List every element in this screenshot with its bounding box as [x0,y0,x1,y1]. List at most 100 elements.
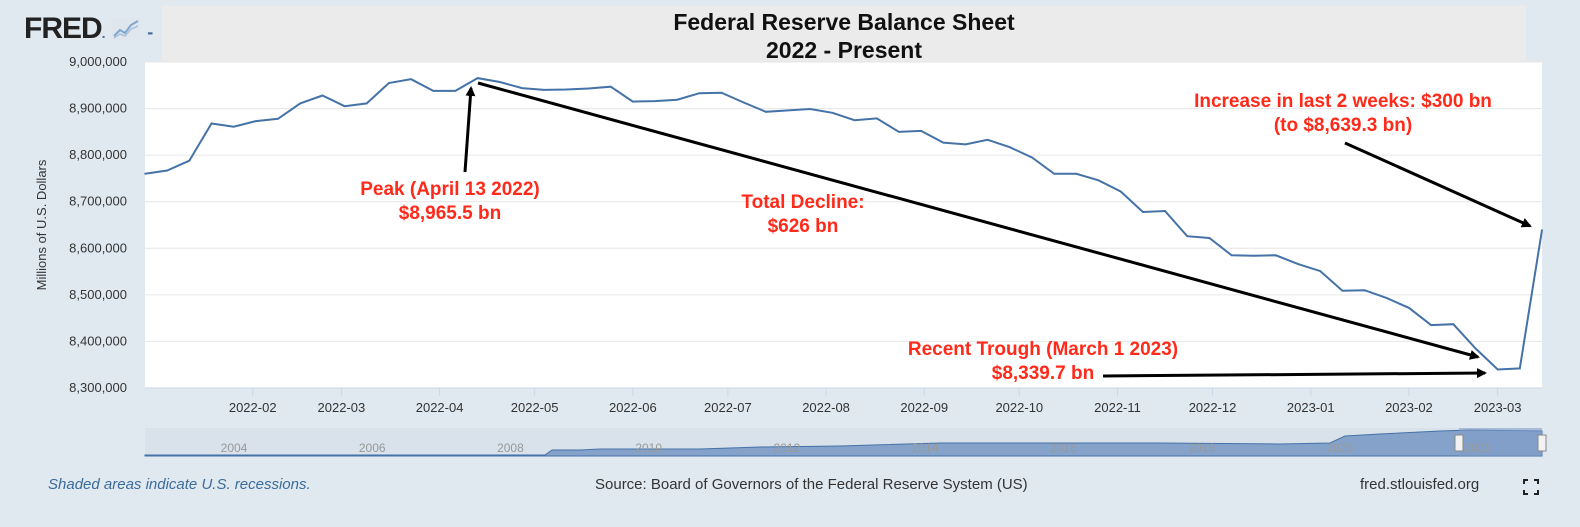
data-point [255,120,257,122]
fred-logo[interactable]: FRED. - [24,12,153,45]
peak-annotation-line1: Peak (April 13 2022) [360,179,540,200]
x-tick-label: 2022-12 [1189,400,1237,415]
increase-annotation: Increase in last 2 weeks: $300 bn (to $8… [1178,90,1508,138]
data-point [476,77,479,79]
x-tick-label: 2022-07 [704,400,752,415]
y-tick-label: 8,800,000 [69,147,127,162]
data-point [1252,254,1255,257]
data-point [1452,323,1455,325]
source-note: Source: Board of Governors of the Federa… [595,476,1028,493]
data-point [1097,179,1100,182]
trough-annotation: Recent Trough (March 1 2023) $8,339.7 bn [893,338,1193,386]
chart-title: Federal Reserve Balance Sheet [673,9,1015,35]
data-point [1496,368,1499,371]
navigator-right-handle[interactable] [1537,434,1547,452]
data-point [1319,270,1322,272]
data-point [1297,263,1299,265]
data-point [1053,172,1055,175]
x-axis: 2022-02 2022-03 2022-04 2022-05 2022-06 2022-… [145,387,1542,415]
data-point [1430,324,1432,326]
range-navigator[interactable]: 2004 2006 2008 2010 2012 2014 2016 2018 2020 2022 [144,428,1547,457]
data-point [809,108,812,110]
peak-arrow [463,86,476,173]
x-tick-label: 2022-02 [229,400,277,415]
data-point [166,169,168,172]
data-point [632,100,634,103]
navigator-year-label: 2022 [1465,441,1492,455]
fred-logo-text: FRED [24,12,103,45]
data-point [299,102,302,105]
peak-annotation-line2: $8,965.5 bn [398,203,502,224]
trough-annotation-line2: $8,339.7 bn [991,363,1095,384]
increase-annotation-line1: Increase in last 2 weeks: $300 bn [1194,91,1492,112]
data-point [1363,289,1366,292]
x-tick-label: 2023-01 [1287,400,1335,415]
data-point [831,111,834,114]
y-tick-label: 8,300,000 [69,380,127,395]
x-tick-label: 2022-03 [318,400,366,415]
data-point [365,102,368,105]
y-tick-label: 8,700,000 [69,194,127,209]
data-point [1186,235,1189,237]
data-point [144,172,146,175]
x-tick-label: 2022-08 [802,400,850,415]
y-tick-label: 8,400,000 [69,333,127,348]
x-tick-label: 2023-02 [1385,400,1433,415]
data-point [1119,190,1122,193]
navigator-year-label: 2014 [912,441,939,455]
x-tick-label: 2022-11 [1094,400,1141,415]
data-point [853,119,856,122]
fred-logo-graph-icon [111,18,140,40]
navigator-year-label: 2004 [221,441,248,455]
data-point [277,118,279,120]
data-point [898,131,900,133]
data-point [232,125,235,128]
data-point [410,78,412,81]
navigator-selection[interactable] [1459,428,1542,456]
increase-arrow [1344,141,1532,228]
chart-subtitle: 2022 - Present [766,37,922,63]
x-tick-label: 2022-09 [900,400,948,415]
data-point [498,81,501,83]
fullscreen-icon[interactable] [1523,479,1539,495]
x-tick-label: 2022-10 [995,400,1043,415]
data-point [1075,172,1078,175]
series-line [144,77,1543,371]
data-point [432,90,435,92]
navigator-years: 2004 2006 2008 2010 2012 2014 2016 2018 2020 2022 [221,441,1492,455]
navigator-left-handle[interactable] [1454,434,1464,452]
y-tick-label: 8,600,000 [69,240,127,255]
data-point [543,89,545,91]
y-tick-label: 9,000,000 [69,54,127,69]
decline-annotation-line1: Total Decline: [741,192,865,213]
data-point [321,94,324,97]
data-point [1230,254,1233,257]
data-point [1541,229,1543,231]
trough-annotation-line1: Recent Trough (March 1 2023) [907,339,1179,360]
site-link[interactable]: fred.stlouisfed.org [1360,476,1480,493]
x-tick-label: 2022-05 [511,400,559,415]
navigator-year-label: 2012 [774,441,801,455]
navigator-year-label: 2020 [1326,441,1353,455]
data-point [920,130,922,132]
y-axis: 9,000,000 8,900,000 8,800,000 8,700,000 8,60… [69,54,127,395]
navigator-year-label: 2016 [1050,441,1077,455]
data-point [1474,347,1477,350]
data-point [964,143,967,146]
navigator-year-label: 2018 [1188,441,1215,455]
data-point [188,159,191,162]
data-point [1341,289,1344,292]
x-tick-label: 2023-03 [1474,400,1522,415]
data-point [942,141,945,144]
y-axis-label: Millions of U.S. Dollars [34,159,49,290]
annotation-arrows [463,81,1532,379]
series [144,77,1543,371]
data-point [698,92,701,95]
data-point [986,138,989,141]
decline-annotation-line2: $626 bn [767,216,839,237]
data-point [1031,156,1033,159]
data-point [875,117,878,120]
data-point [742,101,745,104]
data-point [765,111,767,113]
data-point [587,87,590,90]
